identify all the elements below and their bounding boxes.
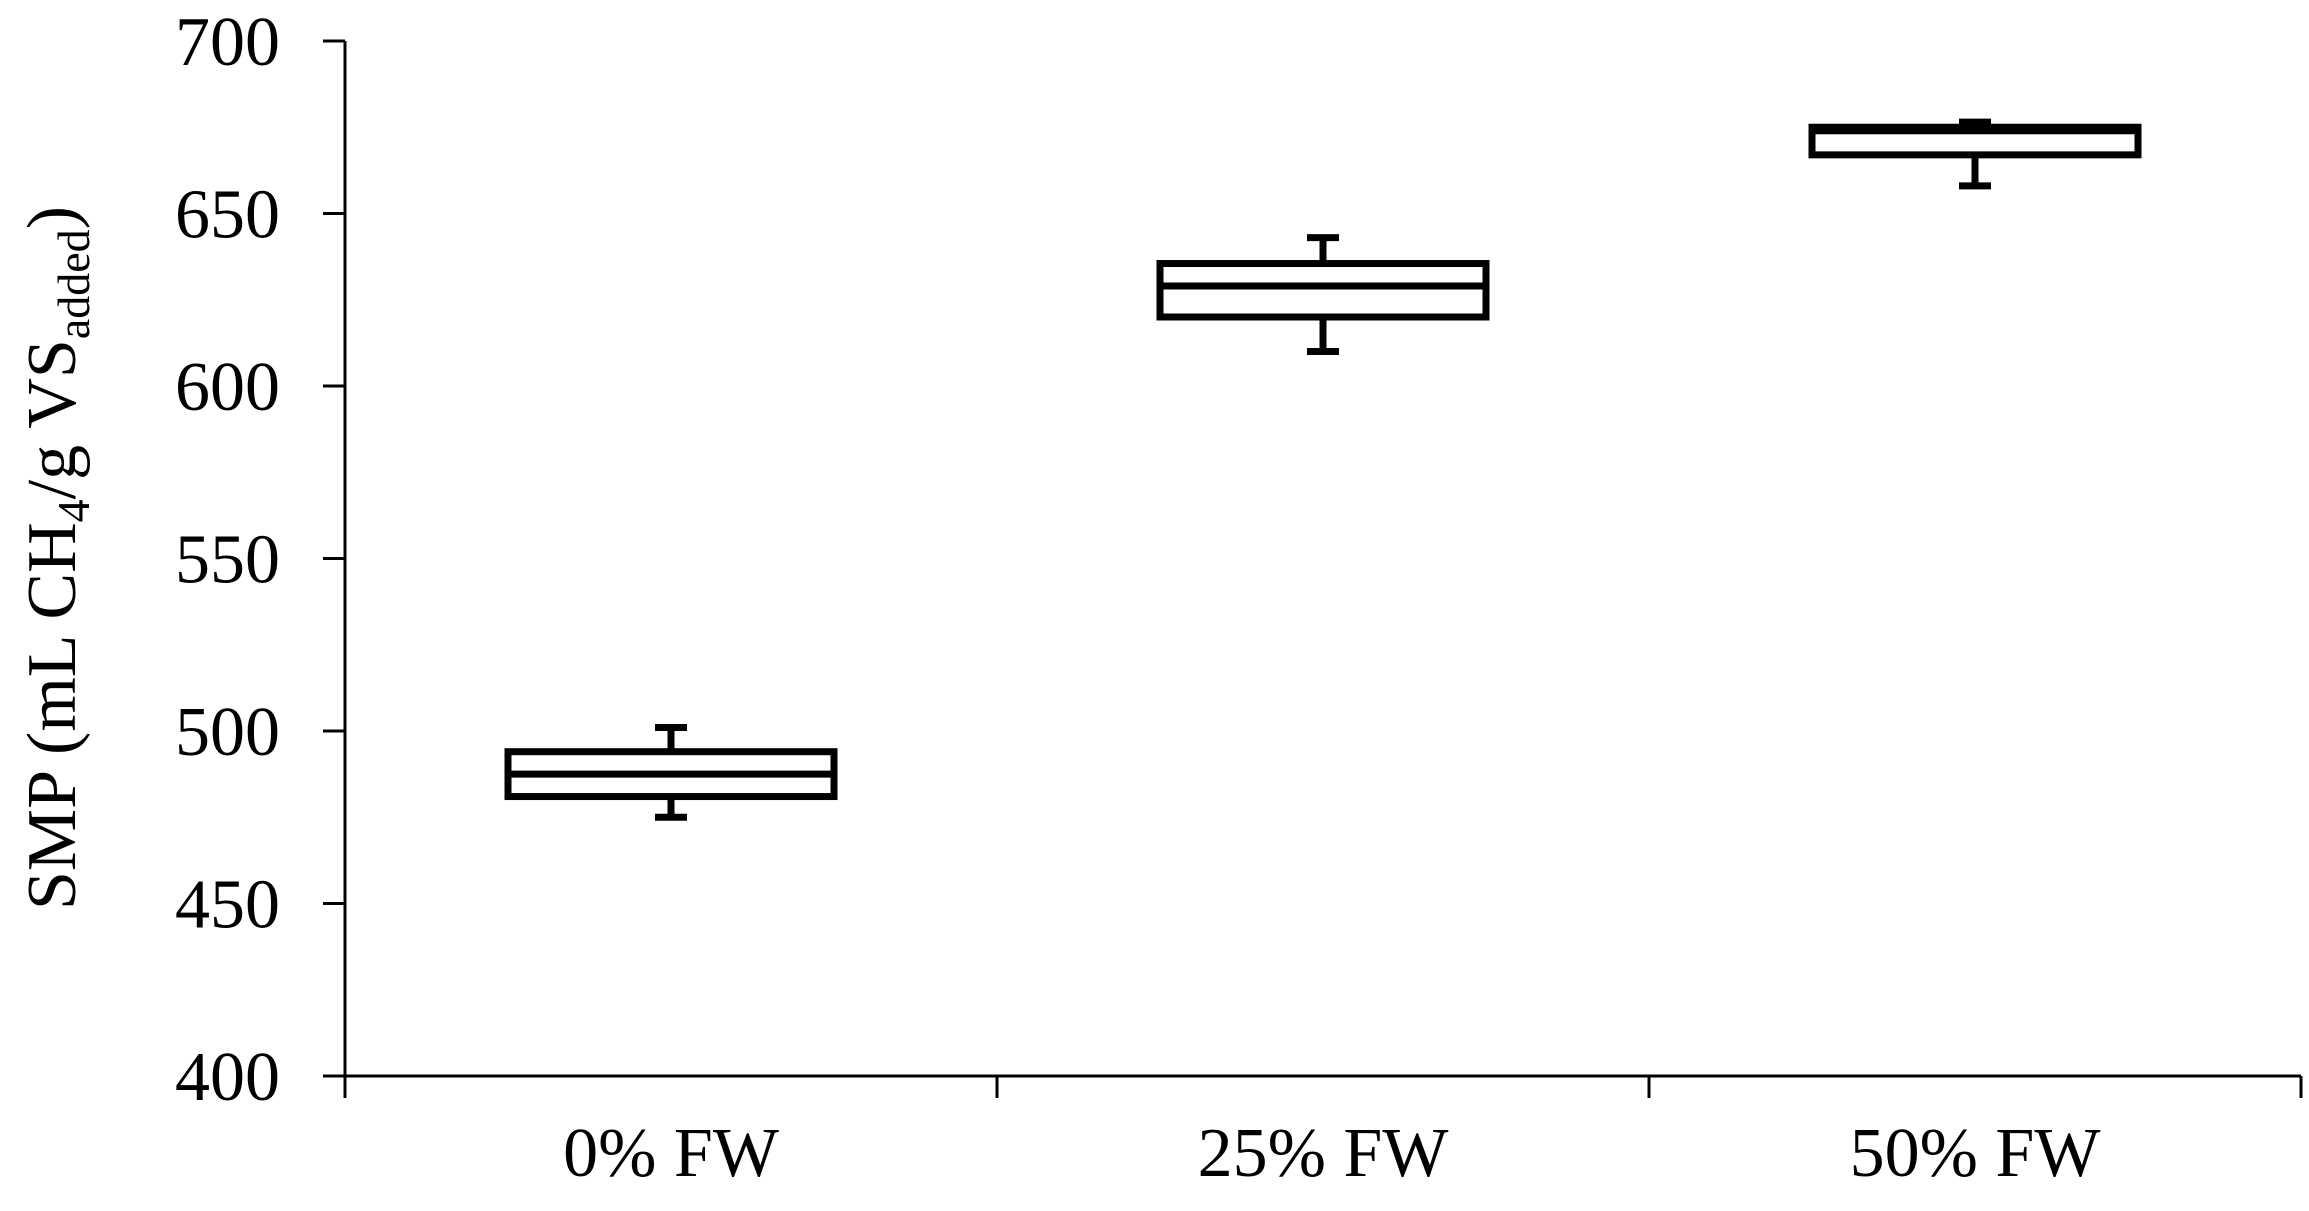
x-tick-label: 50% FW (1850, 1115, 2101, 1192)
y-label-part: ) (14, 206, 91, 229)
x-tick-label: 0% FW (563, 1115, 779, 1192)
y-label-sub: added (48, 229, 99, 339)
y-tick-label: 500 (175, 694, 280, 771)
y-tick-label: 400 (175, 1039, 280, 1116)
y-tick-label: 550 (175, 522, 280, 599)
y-axis-label: SMP (mL CH4/g VSadded) (14, 206, 99, 910)
y-label-sub: 4 (48, 499, 99, 522)
y-tick-label: 700 (175, 4, 280, 81)
y-tick-label: 450 (175, 867, 280, 944)
box (1156, 260, 1490, 321)
y-tick-label: 600 (175, 349, 280, 426)
y-tick-label: 650 (175, 177, 280, 254)
y-label-part: /g VS (14, 339, 91, 499)
x-tick-label: 25% FW (1198, 1115, 1449, 1192)
y-label-part: SMP (mL CH (14, 522, 91, 910)
